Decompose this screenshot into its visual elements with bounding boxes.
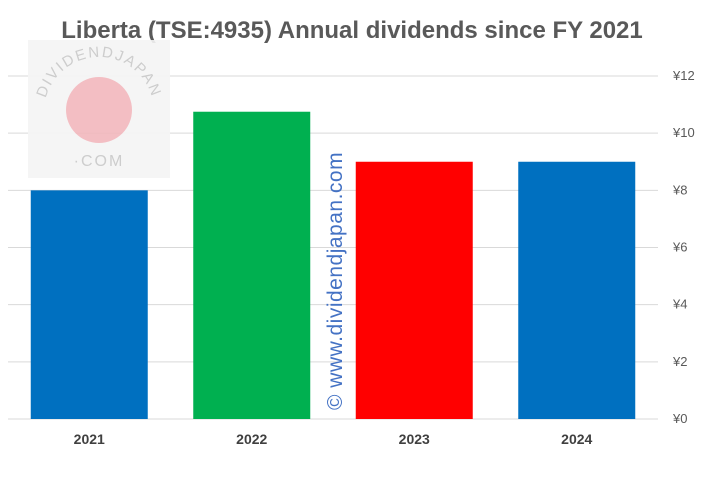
bar-2024 [518, 161, 636, 419]
y-tick-label: ¥4 [672, 297, 687, 312]
y-axis-ticks: ¥0 ¥2 ¥4 ¥6 ¥8 ¥10 ¥12 [672, 68, 695, 426]
chart-title: Liberta (TSE:4935) Annual dividends sinc… [61, 17, 643, 44]
y-tick-label: ¥2 [672, 354, 687, 369]
watermark-vertical-text: © www.dividendjapan.com [324, 152, 347, 410]
y-tick-label: ¥8 [672, 182, 687, 197]
y-tick-label: ¥12 [672, 68, 695, 83]
watermark-circle-icon [66, 77, 132, 143]
bar-2022 [193, 111, 311, 420]
watermark-logo-bottom: ·COM [74, 153, 125, 170]
x-tick-label: 2022 [236, 431, 267, 447]
bars [30, 111, 636, 420]
x-tick-label: 2023 [399, 431, 430, 447]
x-axis-ticks: 2021 2022 2023 2024 [74, 431, 593, 447]
y-tick-label: ¥0 [672, 411, 687, 426]
x-tick-label: 2021 [74, 431, 105, 447]
bar-2023 [355, 161, 473, 419]
bar-2021 [30, 190, 148, 419]
y-tick-label: ¥6 [672, 240, 687, 255]
y-tick-label: ¥10 [672, 125, 695, 140]
watermark-logo: DIVIDENDJAPAN ·COM [28, 40, 170, 178]
x-tick-label: 2024 [561, 431, 592, 447]
